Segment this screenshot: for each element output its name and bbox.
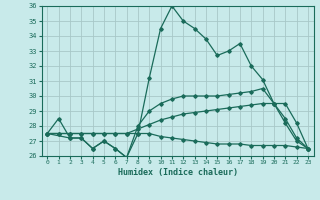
X-axis label: Humidex (Indice chaleur): Humidex (Indice chaleur): [118, 168, 237, 177]
